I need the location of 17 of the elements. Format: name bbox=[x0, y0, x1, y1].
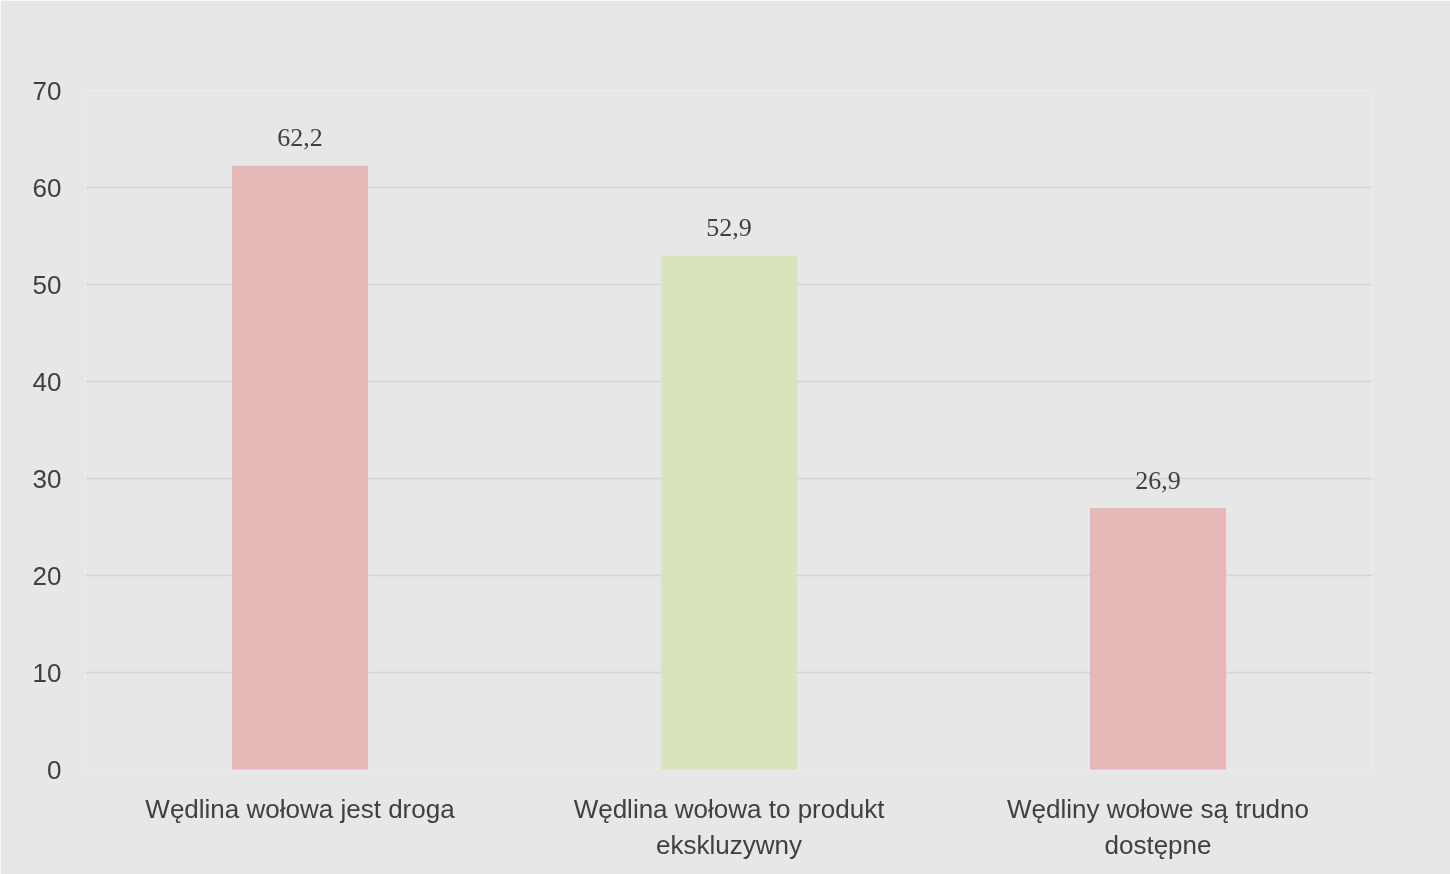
x-tick-label: Wędlina wołowa jest droga bbox=[145, 793, 456, 824]
x-tick-label: Wędlina wołowa to produkt ekskluzywny bbox=[573, 793, 886, 860]
y-tick-label: 20 bbox=[32, 560, 62, 591]
x-tick-label: Wędliny wołowe są trudno dostępne bbox=[1006, 793, 1310, 860]
data-label: 26,9 bbox=[1135, 465, 1181, 495]
y-tick-label: 30 bbox=[32, 463, 62, 494]
bar bbox=[231, 165, 369, 770]
y-tick-label: 70 bbox=[32, 75, 62, 106]
bar bbox=[1089, 508, 1227, 770]
data-label: 52,9 bbox=[706, 213, 752, 243]
y-tick-label: 0 bbox=[47, 754, 62, 785]
y-tick-label: 10 bbox=[32, 657, 62, 688]
data-label: 62,2 bbox=[277, 123, 323, 153]
y-tick-label: 60 bbox=[32, 172, 62, 203]
y-tick-label: 50 bbox=[32, 269, 62, 300]
y-tick-label: 40 bbox=[32, 366, 62, 397]
bar bbox=[660, 255, 798, 770]
